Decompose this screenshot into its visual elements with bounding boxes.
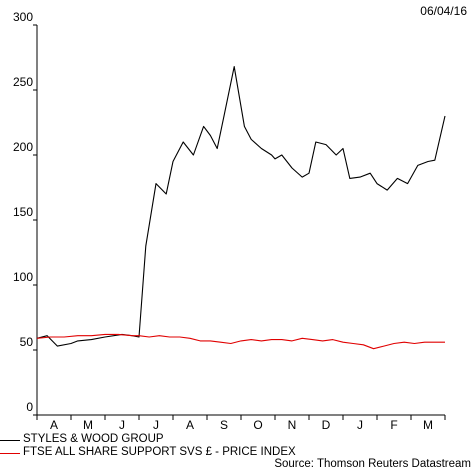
x-tick-label-8: D — [322, 418, 331, 432]
y-tick-label-100: 100 — [13, 270, 33, 284]
x-tick-label-2: J — [119, 418, 125, 432]
x-tick-label-10: F — [390, 418, 397, 432]
x-tick-label-11: M — [423, 418, 433, 432]
date-label: 06/04/16 — [420, 4, 467, 18]
series-line-0 — [36, 66, 446, 347]
x-tick-label-5: S — [220, 418, 228, 432]
y-axis: 0 50 100 150 200 250 300 — [13, 10, 38, 416]
y-tick-label-250: 250 — [13, 75, 33, 89]
x-tick-label-1: M — [83, 418, 93, 432]
series-line-1 — [36, 333, 445, 350]
x-tick-label-6: O — [253, 418, 262, 432]
x-tick-label-3: J — [153, 418, 159, 432]
y-tick-label-300: 300 — [13, 10, 33, 24]
legend-label-ftse-support-svs: FTSE ALL SHARE SUPPORT SVS £ - PRICE IND… — [23, 446, 296, 458]
y-tick-label-200: 200 — [13, 140, 33, 154]
y-tick-label-50: 50 — [20, 335, 34, 349]
legend-label-styles-wood: STYLES & WOOD GROUP — [23, 433, 164, 445]
x-tick-label-4: A — [186, 418, 194, 432]
source-note: Source: Thomson Reuters Datastream — [274, 458, 471, 470]
y-tick-label-0: 0 — [26, 400, 33, 414]
x-tick-label-9: J — [357, 418, 363, 432]
x-tick-label-7: N — [288, 418, 297, 432]
series-lines — [36, 66, 446, 350]
legend-swatch-styles-wood — [0, 440, 20, 441]
legend: STYLES & WOOD GROUP FTSE ALL SHARE SUPPO… — [0, 433, 470, 458]
x-tick-label-0: A — [50, 418, 58, 432]
legend-swatch-ftse-support-svs — [0, 453, 20, 454]
y-tick-label-150: 150 — [13, 205, 33, 219]
